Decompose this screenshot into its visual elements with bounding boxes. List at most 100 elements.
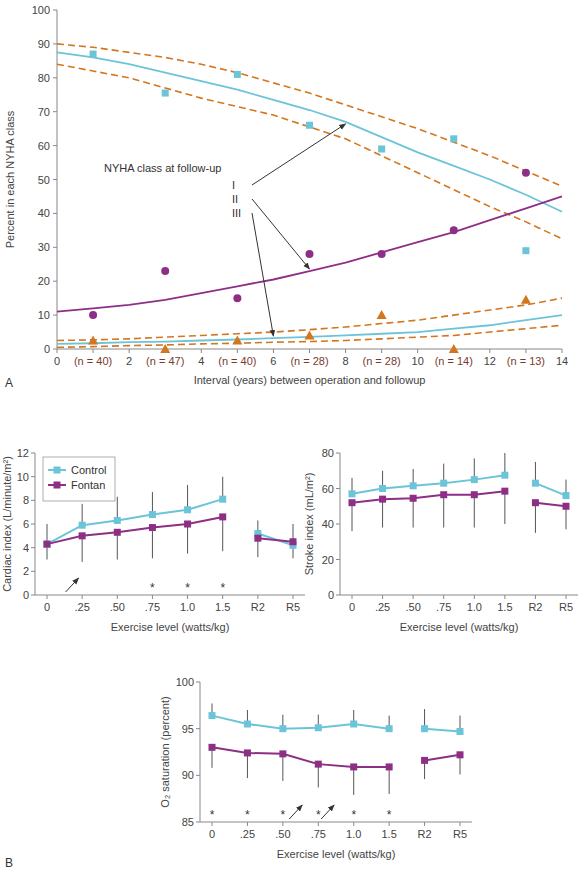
x-tick (443, 595, 444, 599)
y-tick (336, 559, 340, 560)
x-tick (57, 349, 58, 353)
y-tick-label: 0 (23, 589, 29, 601)
y-tick (196, 822, 200, 823)
y-tick-label: 60 (38, 140, 50, 152)
series-line (425, 755, 460, 761)
y-axis (200, 682, 201, 822)
x-tick-label: 6 (270, 355, 276, 367)
point (501, 488, 508, 495)
point (88, 336, 98, 345)
x-tick-label: (n = 40) (218, 355, 256, 367)
x-tick (413, 595, 414, 599)
x-tick-label: .75 (436, 601, 451, 613)
point (532, 480, 539, 487)
point (44, 541, 51, 548)
y-tick (53, 77, 57, 78)
x-tick (525, 349, 526, 353)
y-tick-label: 50 (38, 174, 50, 186)
x-axis (35, 595, 305, 596)
x-tick (222, 595, 223, 599)
point (160, 344, 170, 353)
error-bar (382, 499, 383, 527)
x-tick (345, 349, 346, 353)
legend: ControlFontan (43, 457, 115, 501)
error-bar (282, 754, 283, 781)
x-tick-label: R2 (251, 601, 265, 613)
x-tick-label: .50 (110, 601, 125, 613)
x-tick-label: 1.0 (180, 601, 195, 613)
confidence-line (57, 64, 562, 239)
point (114, 529, 121, 536)
point (449, 344, 459, 353)
y-axis-label: O₂ saturation (percent) (159, 696, 171, 807)
figure: 01020304050607080901000(n = 40)2(n = 47)… (0, 0, 580, 874)
significance-mark: * (387, 808, 392, 822)
y-tick-label: 12 (17, 447, 29, 459)
x-tick (237, 349, 238, 353)
x-tick (247, 822, 248, 826)
y-tick-label: 100 (176, 676, 194, 688)
significance-mark: * (210, 808, 215, 822)
point (532, 499, 539, 506)
y-tick (53, 315, 57, 316)
series-line (425, 729, 460, 732)
x-tick-label: .75 (145, 601, 160, 613)
series-line (352, 491, 505, 503)
point (349, 490, 356, 497)
point (378, 145, 385, 152)
x-tick (282, 822, 283, 826)
page: {"chart_data": [ {"type": "line", "x_lab… (0, 0, 580, 874)
significance-mark: * (245, 808, 250, 822)
x-tick (93, 349, 94, 353)
significance-mark: * (351, 808, 356, 822)
y-tick (31, 476, 35, 477)
x-tick-label: R2 (418, 828, 432, 840)
x-tick-label: 1.0 (346, 828, 361, 840)
y-tick (31, 595, 35, 596)
fit-line (57, 315, 562, 344)
class-label: II (232, 193, 238, 205)
plot-area (209, 703, 464, 794)
y-tick (53, 281, 57, 282)
y-tick-label: 10 (38, 309, 50, 321)
significance-mark: * (281, 808, 286, 822)
x-tick (201, 349, 202, 353)
error-bar (117, 532, 118, 559)
x-tick (212, 822, 213, 826)
x-tick-label: 2 (126, 355, 132, 367)
x-tick-label: 0 (209, 828, 215, 840)
x-tick-label: 1.5 (381, 828, 396, 840)
series-line (258, 533, 293, 545)
x-tick (318, 822, 319, 826)
point (315, 724, 322, 731)
x-tick (187, 595, 188, 599)
error-bar (352, 503, 353, 531)
y-tick (31, 571, 35, 572)
error-bar (222, 517, 223, 551)
error-bar (187, 485, 188, 510)
panel-label: A (5, 376, 13, 390)
legend-label: Fontan (71, 479, 105, 491)
y-tick-label: 40 (38, 207, 50, 219)
point (79, 522, 86, 529)
error-bar (413, 498, 414, 527)
x-tick-label: 0 (349, 601, 355, 613)
x-tick-label: .75 (311, 828, 326, 840)
series-line (258, 538, 293, 542)
y-tick-label: 30 (38, 241, 50, 253)
y-tick (53, 10, 57, 11)
y-axis-label: Percent in each NYHA class (4, 110, 16, 248)
point (457, 728, 464, 735)
point (440, 491, 447, 498)
y-tick-label: 6 (23, 518, 29, 530)
point (315, 761, 322, 768)
x-tick-label: 1.5 (215, 601, 230, 613)
point (44, 541, 51, 548)
point (244, 721, 251, 728)
point (305, 330, 315, 339)
x-tick-label: 14 (556, 355, 568, 367)
error-bar (117, 497, 118, 521)
point (89, 311, 97, 319)
significance-mark: * (220, 581, 225, 595)
point (184, 521, 191, 528)
